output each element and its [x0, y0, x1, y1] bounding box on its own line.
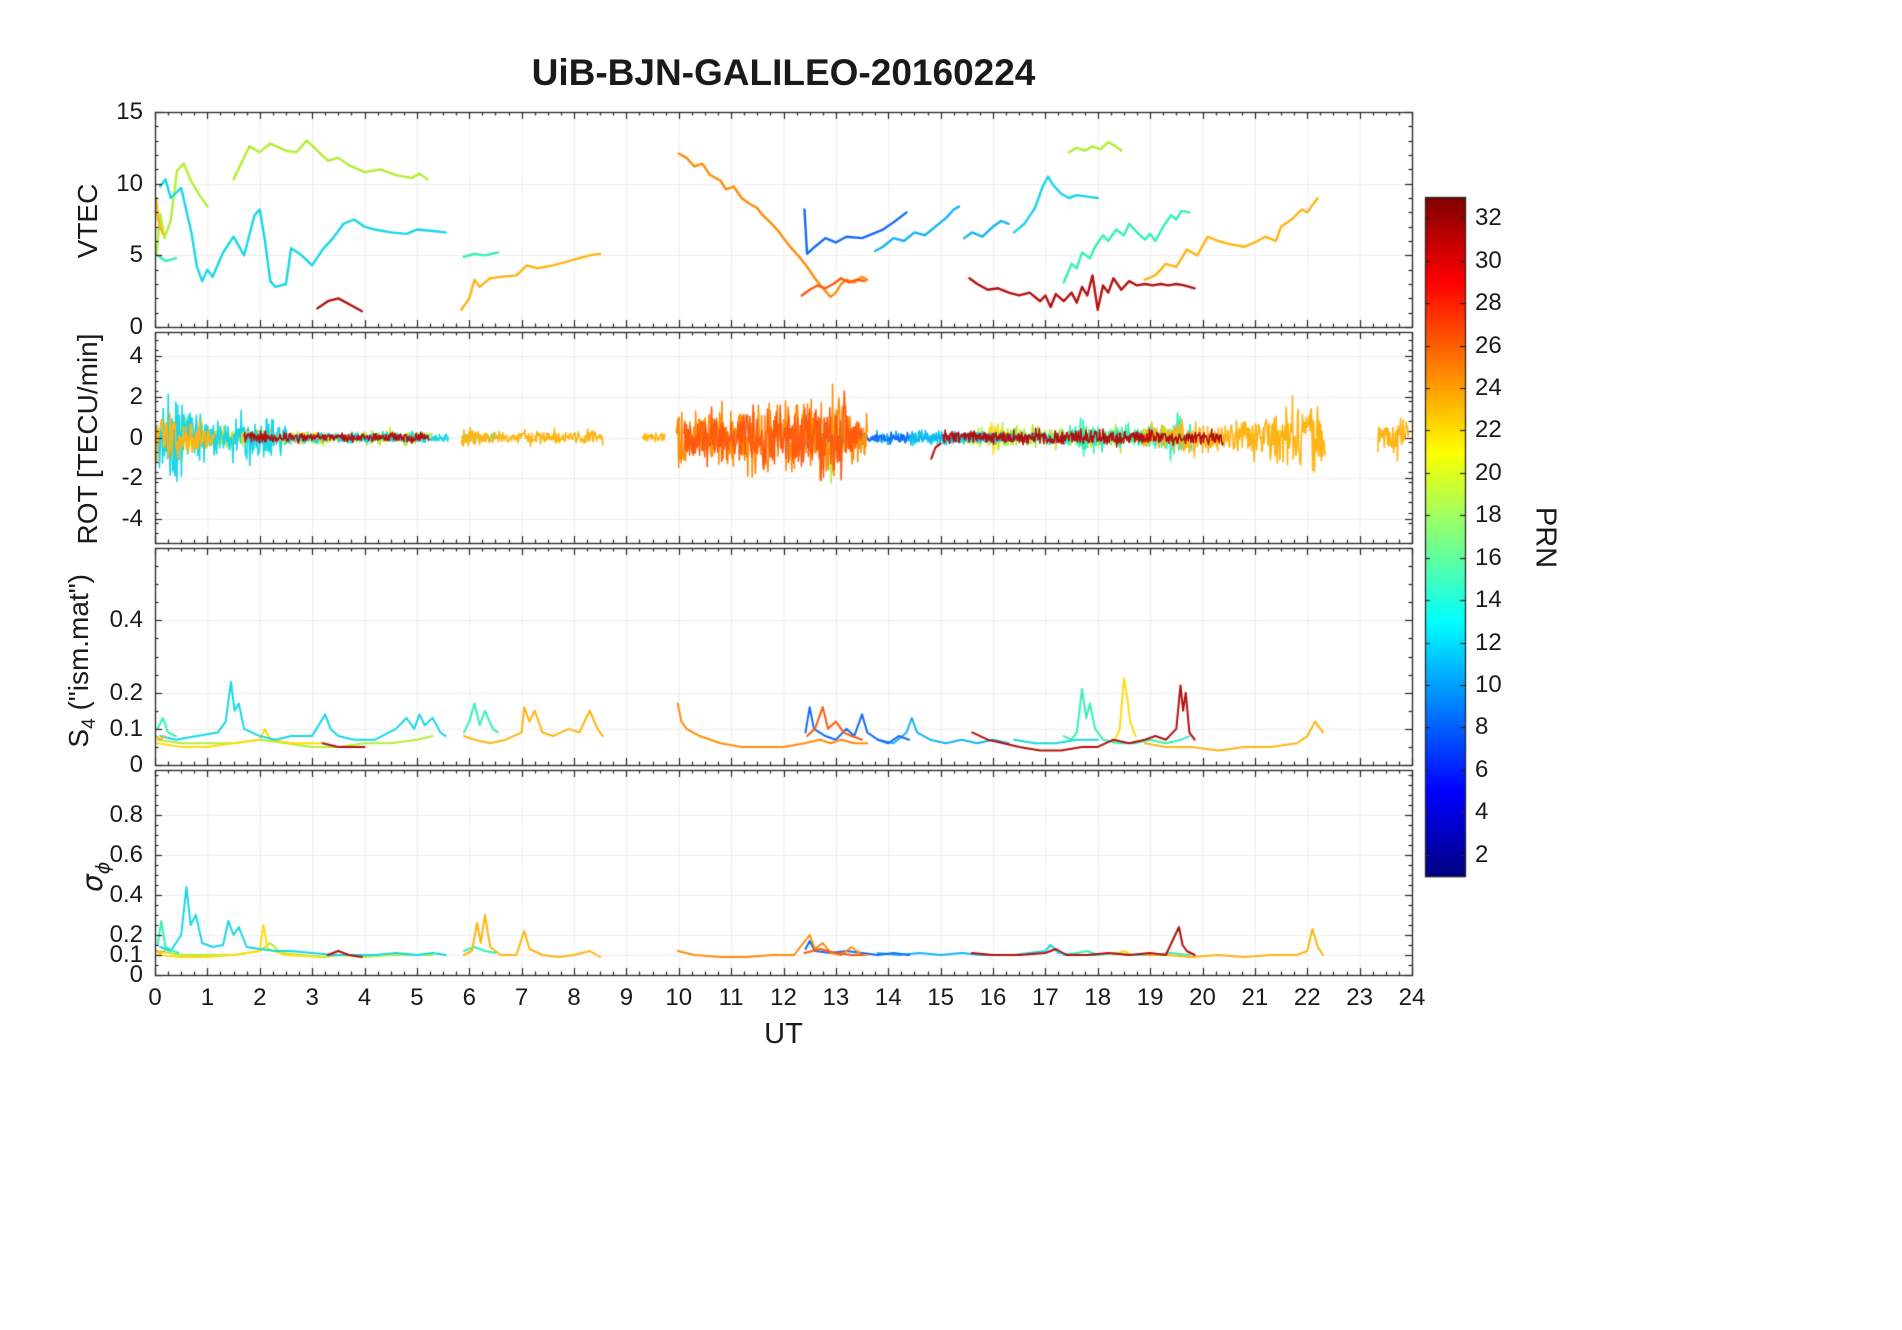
x-tick-label: 12 [770, 984, 797, 1011]
x-tick-label: 4 [357, 984, 372, 1011]
colorbar-tick-label: 22 [1475, 416, 1502, 444]
colorbar-tick-label: 12 [1475, 628, 1502, 656]
xlabel-ut: UT [764, 1018, 803, 1050]
colorbar-tick-label: 14 [1475, 586, 1502, 614]
y-tick-label: 5 [129, 241, 143, 269]
y-tick-label: 0.2 [109, 921, 143, 948]
x-tick-label: 14 [874, 984, 902, 1011]
y-tick-label: -2 [121, 464, 143, 492]
x-tick-label: 17 [1032, 984, 1059, 1011]
x-tick-label: 21 [1241, 984, 1269, 1011]
x-tick-label: 0 [148, 984, 162, 1011]
colorbar-tick-label: 16 [1475, 543, 1502, 571]
y-tick-label: 0 [129, 423, 143, 451]
y-tick-label: 0 [129, 313, 143, 340]
y-tick-label: 0 [129, 961, 143, 988]
colorbar-tick-label: 8 [1475, 713, 1489, 741]
colorbar-tick-label: 10 [1475, 671, 1502, 699]
x-tick-label: 16 [979, 984, 1007, 1011]
x-tick-label: 19 [1136, 984, 1164, 1011]
y-tick-label: 0.4 [109, 881, 143, 908]
colorbar-tick-label: 24 [1475, 373, 1502, 401]
y-tick-label: 15 [116, 98, 143, 125]
colorbar-tick-label: 4 [1475, 798, 1489, 826]
x-tick-label: 13 [822, 984, 850, 1011]
y-tick-label: -4 [121, 504, 143, 532]
y-tick-label: 0.2 [109, 678, 143, 706]
y-tick-label: 0 [129, 751, 143, 778]
colorbar-tick-label: 18 [1475, 501, 1502, 529]
y-tick-label: 0.8 [109, 801, 143, 828]
x-tick-label: 8 [567, 984, 581, 1011]
x-tick-label: 6 [462, 984, 476, 1011]
colorbar-tick-label: 20 [1475, 458, 1502, 486]
x-tick-label: 18 [1084, 984, 1112, 1011]
x-tick-label: 2 [253, 984, 267, 1011]
x-tick-label: 23 [1346, 984, 1373, 1011]
x-tick-label: 24 [1398, 984, 1426, 1011]
y-tick-label: 0.1 [109, 714, 143, 742]
colorbar-tick-label: 32 [1475, 204, 1502, 232]
y-tick-label: 2 [129, 382, 143, 410]
x-tick-label: 22 [1293, 984, 1321, 1011]
x-tick-label: 15 [927, 984, 954, 1011]
x-tick-label: 9 [619, 984, 634, 1011]
y-tick-label: 0.4 [109, 606, 143, 634]
y-tick-label: 0.1 [109, 941, 143, 968]
y-tick-label: 10 [116, 169, 143, 197]
colorbar-tick-label: 28 [1475, 289, 1502, 317]
x-tick-label: 10 [665, 984, 693, 1011]
colorbar-tick-label: 30 [1475, 246, 1502, 274]
x-tick-label: 7 [514, 984, 529, 1011]
y-tick-label: 0.6 [109, 841, 143, 868]
x-tick-label: 3 [305, 984, 319, 1011]
x-tick-label: 11 [718, 984, 744, 1011]
x-tick-label: 5 [410, 984, 424, 1011]
colorbar-tick-label: 26 [1475, 331, 1502, 359]
colorbar-tick-label: 2 [1475, 840, 1489, 868]
x-tick-label: 20 [1189, 984, 1216, 1011]
chart-title: UiB-BJN-GALILEO-20160224 [531, 52, 1036, 93]
colorbar-tick-label: 6 [1475, 755, 1489, 783]
y-tick-label: 4 [129, 342, 143, 370]
x-tick-label: 1 [200, 984, 215, 1011]
